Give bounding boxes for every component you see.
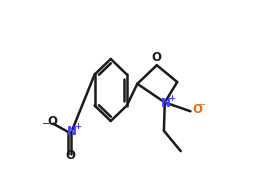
- Text: O: O: [151, 51, 161, 64]
- Text: −: −: [42, 119, 50, 129]
- Text: N: N: [67, 125, 77, 138]
- Text: O: O: [192, 103, 202, 116]
- Text: +: +: [74, 122, 81, 131]
- Text: N: N: [161, 97, 171, 110]
- Text: +: +: [168, 94, 175, 103]
- Text: −: −: [199, 100, 207, 110]
- Text: O: O: [47, 114, 57, 127]
- Text: O: O: [66, 149, 76, 162]
